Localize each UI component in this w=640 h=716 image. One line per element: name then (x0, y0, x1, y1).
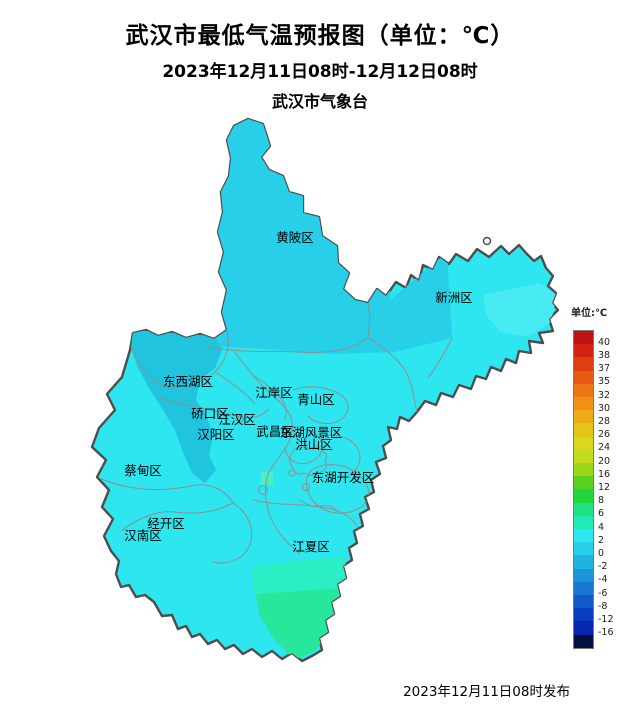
legend-band (574, 529, 593, 543)
legend-tick-label: 26 (598, 429, 611, 441)
district-label-7: 汉阳区 (197, 427, 235, 442)
page-title: 武汉市最低气温预报图（单位：℃） (125, 23, 515, 49)
publish-time: 2023年12月11日08时发布 (403, 684, 570, 700)
district-label-10: 洪山区 (295, 437, 333, 452)
legend: 单位:℃ 40 38 37 35 32 30 28 26 24 20 16 12 8 6 4 2 0 -2 -4 -6… (570, 304, 636, 654)
legend-band (574, 568, 593, 582)
legend-tick-label: 20 (598, 455, 611, 467)
district-label-6: 江汉区 (218, 412, 256, 427)
district-label-0: 黄陂区 (276, 230, 314, 245)
legend-band (574, 502, 593, 516)
issuing-agency: 武汉市气象台 (271, 92, 368, 111)
legend-band (574, 634, 593, 648)
legend-tick-label: 30 (598, 402, 611, 414)
district-label-11: 蔡甸区 (124, 463, 162, 478)
legend-band (574, 555, 593, 569)
legend-tick-label: -6 (598, 587, 608, 599)
legend-band (574, 449, 593, 464)
legend-tick-label: -4 (598, 574, 608, 586)
district-label-15: 江夏区 (292, 539, 330, 554)
legend-band (574, 463, 593, 477)
legend-band (574, 397, 593, 411)
legend-tick-label: -12 (598, 613, 614, 625)
legend-title: 单位:℃ (571, 308, 608, 319)
legend-band (574, 595, 593, 609)
legend-tick-label: 40 (598, 336, 611, 348)
legend-band (574, 515, 593, 530)
legend-band (574, 581, 593, 596)
legend-band (574, 476, 593, 490)
patch-jiangxia-4-6 (252, 556, 347, 600)
patch-jiangxia-6-8 (256, 588, 346, 660)
legend-band (574, 608, 593, 622)
legend-band (574, 621, 593, 635)
legend-band (574, 436, 593, 450)
legend-tick-label: 32 (598, 389, 611, 401)
legend-band (574, 489, 593, 503)
lake-small-2 (302, 483, 310, 491)
legend-band (574, 423, 593, 437)
district-label-2: 东西湖区 (163, 374, 213, 389)
legend-tick-label: 6 (598, 508, 605, 520)
lake-small-3 (236, 415, 244, 423)
legend-band (574, 542, 593, 556)
legend-band (574, 410, 593, 424)
district-borders (98, 302, 453, 564)
district-label-9: 武昌区 (256, 424, 294, 439)
legend-band (574, 344, 593, 358)
legend-tick-label: 37 (598, 363, 611, 375)
patch-xinzhou-tip-light (483, 283, 557, 337)
legend-tick-label: 4 (598, 521, 605, 533)
offshore-island (482, 236, 492, 246)
district-label-8: 东湖风景区 (280, 425, 343, 440)
legend-band (574, 383, 593, 398)
city-boundary (90, 117, 560, 663)
district-label-4: 青山区 (297, 392, 335, 407)
district-label-14: 汉南区 (124, 528, 162, 543)
legend-band (574, 357, 593, 371)
district-label-12: 东湖开发区 (312, 470, 375, 485)
district-label-3: 江岸区 (255, 385, 293, 400)
lake-small-1 (258, 485, 268, 495)
legend-tick-label: 35 (598, 376, 611, 388)
legend-tick-label: 8 (598, 495, 605, 507)
district-label-13: 经开区 (147, 516, 185, 531)
patch-north-0-2 (205, 119, 452, 354)
legend-tick-label: -8 (598, 600, 608, 612)
legend-bar (573, 330, 594, 649)
legend-tick-label: 38 (598, 349, 611, 361)
forecast-period: 2023年12月11日08时-12月12日08时 (162, 62, 478, 82)
patch-west-0-2 (131, 330, 222, 483)
legend-tick-label: -16 (598, 627, 614, 639)
lake-small-4 (288, 469, 296, 477)
legend-tick-label: 24 (598, 442, 611, 454)
legend-tick-label: 28 (598, 415, 611, 427)
lake-east-lake (289, 445, 327, 476)
legend-tick-label: 0 (598, 547, 605, 559)
legend-tick-label: 2 (598, 534, 605, 546)
legend-band (574, 331, 593, 345)
district-label-1: 新洲区 (435, 290, 473, 305)
legend-tick-label: -2 (598, 561, 608, 573)
legend-tick-label: 12 (598, 481, 611, 493)
legend-tick-label: 16 (598, 468, 611, 480)
legend-band (574, 370, 593, 384)
district-label-5: 硚口区 (191, 406, 229, 421)
